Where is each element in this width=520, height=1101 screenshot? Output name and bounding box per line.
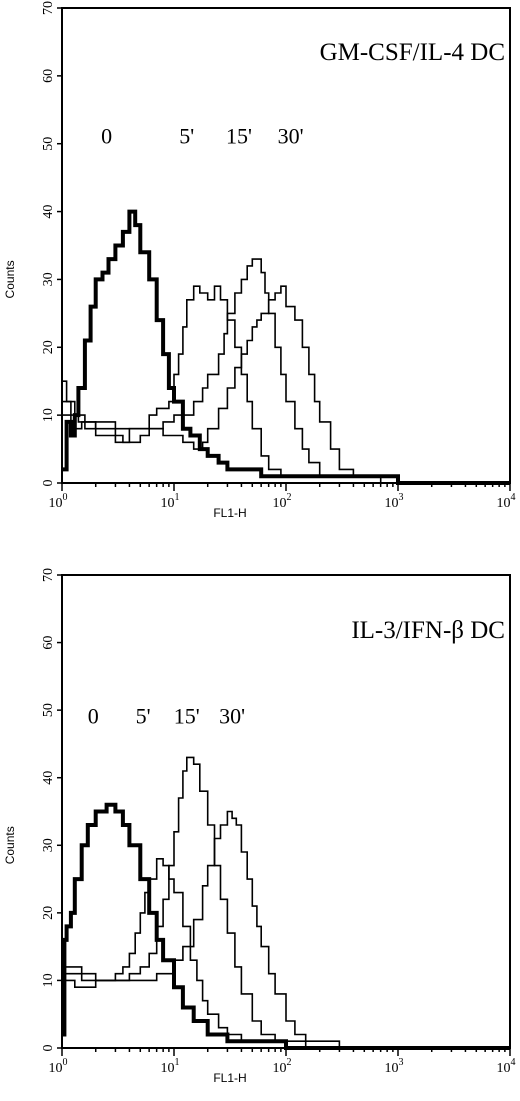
y-tick-label: 40 [41,771,56,785]
y-tick-label: 0 [41,1045,56,1052]
histogram-series [62,258,510,484]
y-tick-label: 70 [41,568,56,582]
plot-frame [61,7,511,484]
x-tick-exponent: 0 [63,1057,68,1068]
x-tick-base: 10 [273,496,287,511]
x-tick-label: 102 [273,1057,292,1076]
x-tick-exponent: 1 [175,492,180,503]
x-tick-label: 103 [385,1057,404,1076]
x-axis-label: FL1-H [213,506,246,520]
histogram-bold-series [62,209,510,485]
y-tick-label: 0 [41,480,56,487]
y-tick-label: 20 [41,906,56,920]
x-tick-exponent: 2 [287,492,292,503]
y-tick-label: 40 [41,205,56,219]
x-tick-base: 10 [273,1061,287,1076]
x-tick-label: 100 [49,1057,68,1076]
x-tick-label: 101 [161,492,180,511]
panel-title: IL-3/IFN-β DC [351,617,505,644]
time-label: 5' [136,704,151,729]
x-axis-label: FL1-H [213,1071,246,1085]
x-tick-exponent: 3 [399,1057,404,1068]
y-tick-label: 20 [41,340,56,354]
y-axis-label: Counts [3,260,17,298]
x-tick-exponent: 2 [287,1057,292,1068]
histogram-series [62,858,510,1049]
y-tick-label: 10 [41,408,56,422]
y-tick-label: 60 [41,69,56,83]
time-label: 15' [174,704,200,729]
y-tick-label: 10 [41,973,56,987]
y-tick-label: 50 [41,703,56,717]
x-tick-exponent: 1 [175,1057,180,1068]
y-tick-label: 70 [41,1,56,15]
y-tick-label: 30 [41,838,56,852]
y-axis-label: Counts [3,826,17,864]
time-label: 0 [88,704,99,729]
x-tick-base: 10 [161,496,175,511]
panel-title: GM-CSF/IL-4 DC [320,39,505,66]
x-tick-base: 10 [497,1061,511,1076]
x-tick-label: 104 [497,1057,516,1076]
x-tick-base: 10 [49,1061,63,1076]
x-tick-exponent: 4 [511,1057,516,1068]
y-tick-label: 60 [41,636,56,650]
x-tick-label: 104 [497,492,516,511]
x-tick-base: 10 [385,496,399,511]
x-tick-exponent: 0 [63,492,68,503]
histogram-series [62,810,510,1049]
histogram-series [62,756,510,1049]
x-tick-base: 10 [161,1061,175,1076]
x-tick-label: 101 [161,1057,180,1076]
time-label: 30' [219,704,245,729]
histogram-series [62,285,510,484]
time-label: 30' [278,124,304,149]
x-tick-base: 10 [385,1061,399,1076]
histogram-bold-series [62,802,510,1050]
x-tick-label: 103 [385,492,404,511]
x-tick-label: 102 [273,492,292,511]
y-tick-label: 50 [41,137,56,151]
x-tick-base: 10 [49,496,63,511]
time-label: 15' [226,124,252,149]
y-tick-label: 30 [41,272,56,286]
x-tick-exponent: 4 [511,492,516,503]
time-label: 0 [101,124,112,149]
x-tick-base: 10 [497,496,511,511]
x-tick-label: 100 [49,492,68,511]
time-label: 5' [179,124,194,149]
x-tick-exponent: 3 [399,492,404,503]
